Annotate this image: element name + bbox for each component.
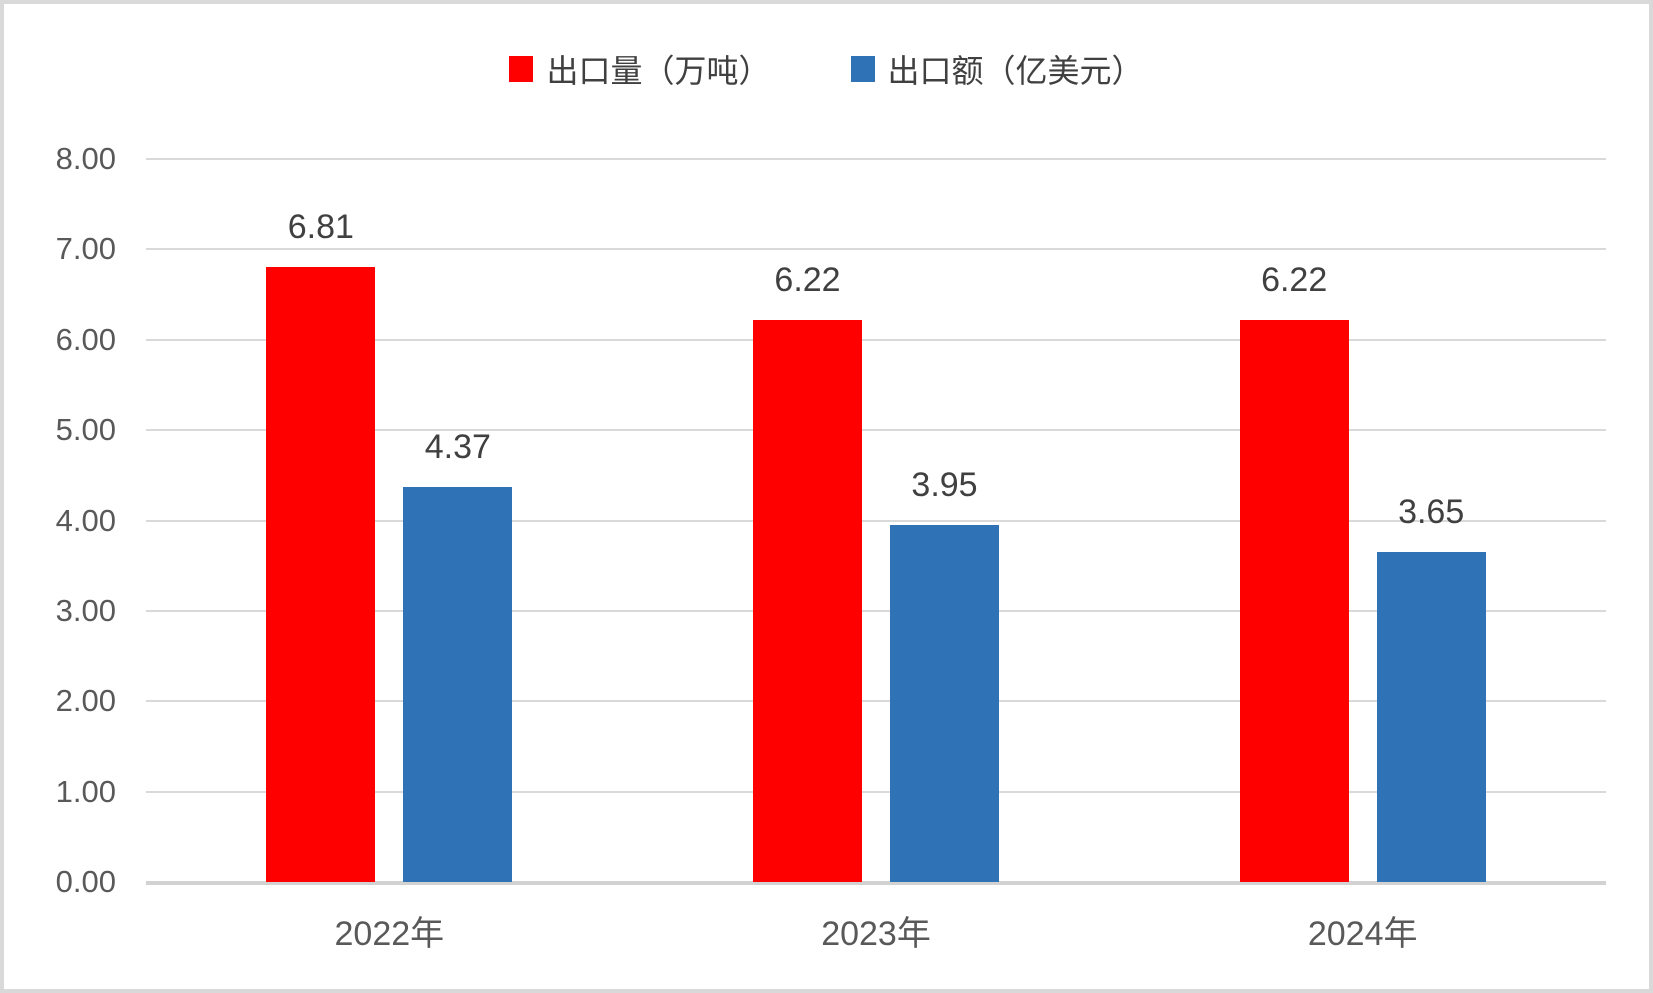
bar-group-2024年: 6.22 3.65	[1119, 159, 1606, 882]
export-volume-bar: 6.22	[1239, 261, 1349, 882]
legend-swatch-square-icon	[509, 56, 534, 82]
export-value-bar: 3.65	[1376, 493, 1486, 882]
x-axis: 2022年 2023年 2024年	[146, 906, 1606, 955]
x-axis-label: 2023年	[821, 915, 931, 953]
bar-data-label: 6.22	[774, 260, 841, 299]
y-axis: 8.00 7.00 6.00 5.00 4.00 3.00 2.00 1.00 0.00	[4, 141, 116, 899]
bar-data-label: 6.81	[287, 207, 354, 246]
x-axis-label: 2022年	[334, 915, 445, 953]
legend-item-1: 出口额（亿美元）	[850, 46, 1144, 92]
legend-item-0: 出口量（万吨）	[509, 46, 771, 92]
bar-data-label: 3.95	[911, 466, 978, 505]
y-tick-label: 8.00	[55, 141, 116, 176]
gridline-y-7	[146, 248, 1606, 251]
y-tick-label: 5.00	[55, 412, 116, 448]
y-tick-label: 3.00	[55, 592, 116, 628]
gridline-y-1	[146, 790, 1606, 793]
bar-data-label: 3.65	[1398, 493, 1465, 532]
y-tick-label: 0.00	[55, 864, 116, 899]
gridline-y-3	[146, 609, 1606, 612]
bar-data-label: 4.37	[424, 428, 491, 467]
bar-data-label: 6.22	[1261, 260, 1328, 299]
gridline-y-4	[146, 519, 1606, 522]
y-tick-label: 6.00	[55, 321, 116, 357]
gridline-y-2	[146, 700, 1606, 703]
y-tick-label: 7.00	[55, 231, 116, 267]
export-value-bar: 4.37	[403, 428, 513, 882]
chart-legend: 出口量（万吨） 出口额（亿美元）	[4, 46, 1649, 92]
gridline-y-0	[146, 881, 1606, 885]
gridline-y-8	[146, 158, 1606, 160]
y-tick-label: 4.00	[55, 502, 116, 538]
legend-swatch-square-icon	[850, 56, 875, 82]
export-volume-bar: 6.81	[266, 208, 376, 882]
gridline-y-5	[146, 429, 1606, 432]
bar-groups: 6.81 4.37 6.22 3.95 6.22 3.65	[146, 159, 1606, 882]
y-tick-label: 1.00	[55, 773, 116, 809]
export-value-bar: 3.95	[890, 466, 999, 882]
bar-group-2022年: 6.81 4.37	[146, 159, 633, 882]
y-tick-label: 2.00	[55, 683, 116, 719]
bar-group-2023年: 6.22 3.95	[633, 159, 1120, 882]
gridline-y-6	[146, 338, 1606, 341]
x-axis-label: 2024年	[1307, 915, 1418, 953]
legend-item-label: 出口额（亿美元）	[887, 53, 1144, 89]
export-volume-bar: 6.22	[753, 261, 862, 882]
plot-area: 6.81 4.37 6.22 3.95 6.22 3.65	[146, 158, 1606, 885]
legend-item-label: 出口量（万吨）	[546, 53, 771, 89]
